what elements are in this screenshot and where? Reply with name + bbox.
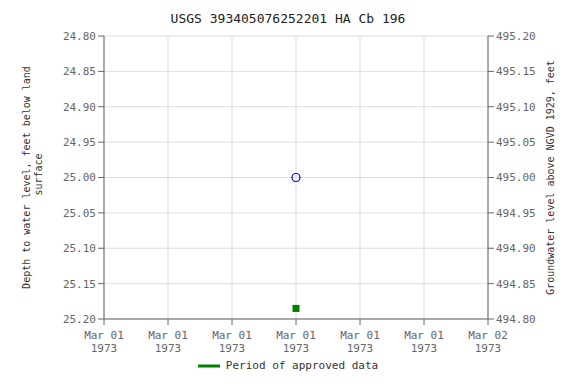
svg-text:24.90: 24.90 (63, 101, 96, 114)
svg-text:Mar 011973: Mar 011973 (276, 329, 316, 355)
svg-text:Mar 011973: Mar 011973 (212, 329, 252, 355)
svg-text:494.85: 494.85 (496, 278, 536, 291)
svg-text:Mar 011973: Mar 011973 (148, 329, 188, 355)
svg-text:495.20: 495.20 (496, 30, 536, 43)
svg-text:495.15: 495.15 (496, 65, 536, 78)
svg-text:Depth to water level, feet bel: Depth to water level, feet below land su… (21, 66, 44, 289)
svg-text:25.05: 25.05 (63, 207, 96, 220)
svg-text:25.15: 25.15 (63, 278, 96, 291)
svg-text:24.85: 24.85 (63, 65, 96, 78)
svg-text:494.90: 494.90 (496, 242, 536, 255)
svg-text:Mar 011973: Mar 011973 (404, 329, 444, 355)
svg-text:Mar 011973: Mar 011973 (340, 329, 380, 355)
svg-text:24.95: 24.95 (63, 136, 96, 149)
html-text:USGS 393405076252201 HA Cb 196: USGS 393405076252201 HA Cb 196 (170, 11, 406, 26)
svg-text:24.80: 24.80 (63, 30, 96, 43)
svg-text:Groundwater level above NGVD 1: Groundwater level above NGVD 1929, feet (545, 60, 556, 295)
svg-text:494.80: 494.80 (496, 313, 536, 326)
svg-text:494.95: 494.95 (496, 207, 536, 220)
svg-text:25.10: 25.10 (63, 242, 96, 255)
html-text:Period of approved data: Period of approved data (225, 359, 379, 372)
svg-text:25.00: 25.00 (63, 171, 96, 184)
svg-text:Mar 011973: Mar 011973 (84, 329, 124, 355)
svg-text:Mar 021973: Mar 021973 (468, 329, 508, 355)
svg-text:25.20: 25.20 (63, 313, 96, 326)
svg-text:495.10: 495.10 (496, 101, 536, 114)
svg-text:495.00: 495.00 (496, 171, 536, 184)
svg-text:495.05: 495.05 (496, 136, 536, 149)
